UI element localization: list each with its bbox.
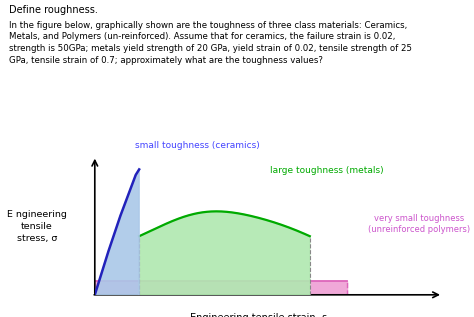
Text: Engineering tensile strain, ε: Engineering tensile strain, ε	[190, 313, 327, 317]
Text: large toughness (metals): large toughness (metals)	[270, 166, 383, 175]
Polygon shape	[139, 211, 310, 295]
Polygon shape	[95, 281, 347, 295]
Text: very small toughness
(unreinforced polymers): very small toughness (unreinforced polym…	[368, 214, 470, 234]
Text: In the figure below, graphically shown are the toughness of three class material: In the figure below, graphically shown a…	[9, 21, 412, 65]
Text: Define roughness.: Define roughness.	[9, 5, 99, 15]
Text: E ngineering
tensile
stress, σ: E ngineering tensile stress, σ	[7, 210, 67, 243]
Polygon shape	[95, 169, 139, 295]
Text: small toughness (ceramics): small toughness (ceramics)	[135, 141, 260, 150]
